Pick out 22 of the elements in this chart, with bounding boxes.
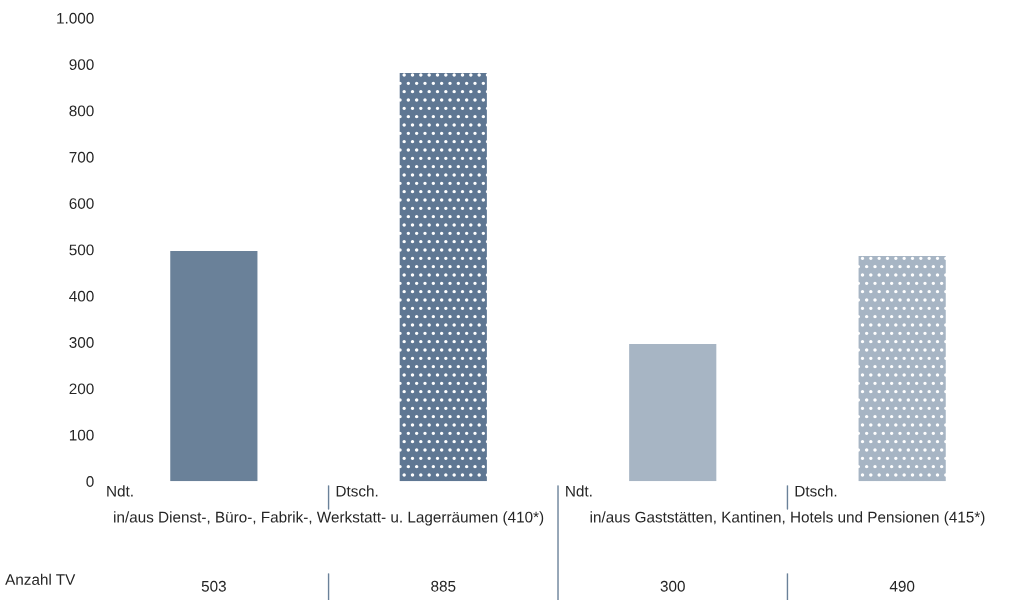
x-tick-label: Dtsch.: [795, 485, 837, 497]
y-tick-label: 900: [69, 59, 94, 71]
text: 885: [431, 580, 456, 592]
text: Anzahl TV: [5, 573, 76, 585]
y-tick-label: 0: [86, 476, 94, 487]
y-tick-label: 500: [69, 244, 94, 256]
x-tick-label: Ndt.: [107, 485, 133, 497]
x-tick-label: Dtsch.: [336, 485, 378, 497]
y-tick-label: 400: [69, 290, 94, 302]
y-tick-label: 100: [69, 429, 94, 441]
y-tick-label: 1.000: [57, 12, 94, 24]
x-tick-label: Ndt.: [566, 485, 592, 497]
text: 490: [889, 580, 915, 592]
text: in/aus Dienst-, Büro-, Fabrik-, Werkstatt- u. Lagerräumen (410*): [114, 511, 544, 526]
text: in/aus Gaststätten, Kantinen, Hotels und Pensionen (415*): [590, 511, 985, 526]
y-tick-label: 200: [69, 383, 94, 395]
y-tick-label: 600: [69, 198, 94, 209]
y-tick-label: 800: [69, 105, 94, 117]
text: 503: [201, 580, 226, 592]
y-tick-label: 700: [69, 151, 94, 163]
y-tick-label: 300: [69, 337, 94, 348]
text: 300: [660, 580, 685, 592]
